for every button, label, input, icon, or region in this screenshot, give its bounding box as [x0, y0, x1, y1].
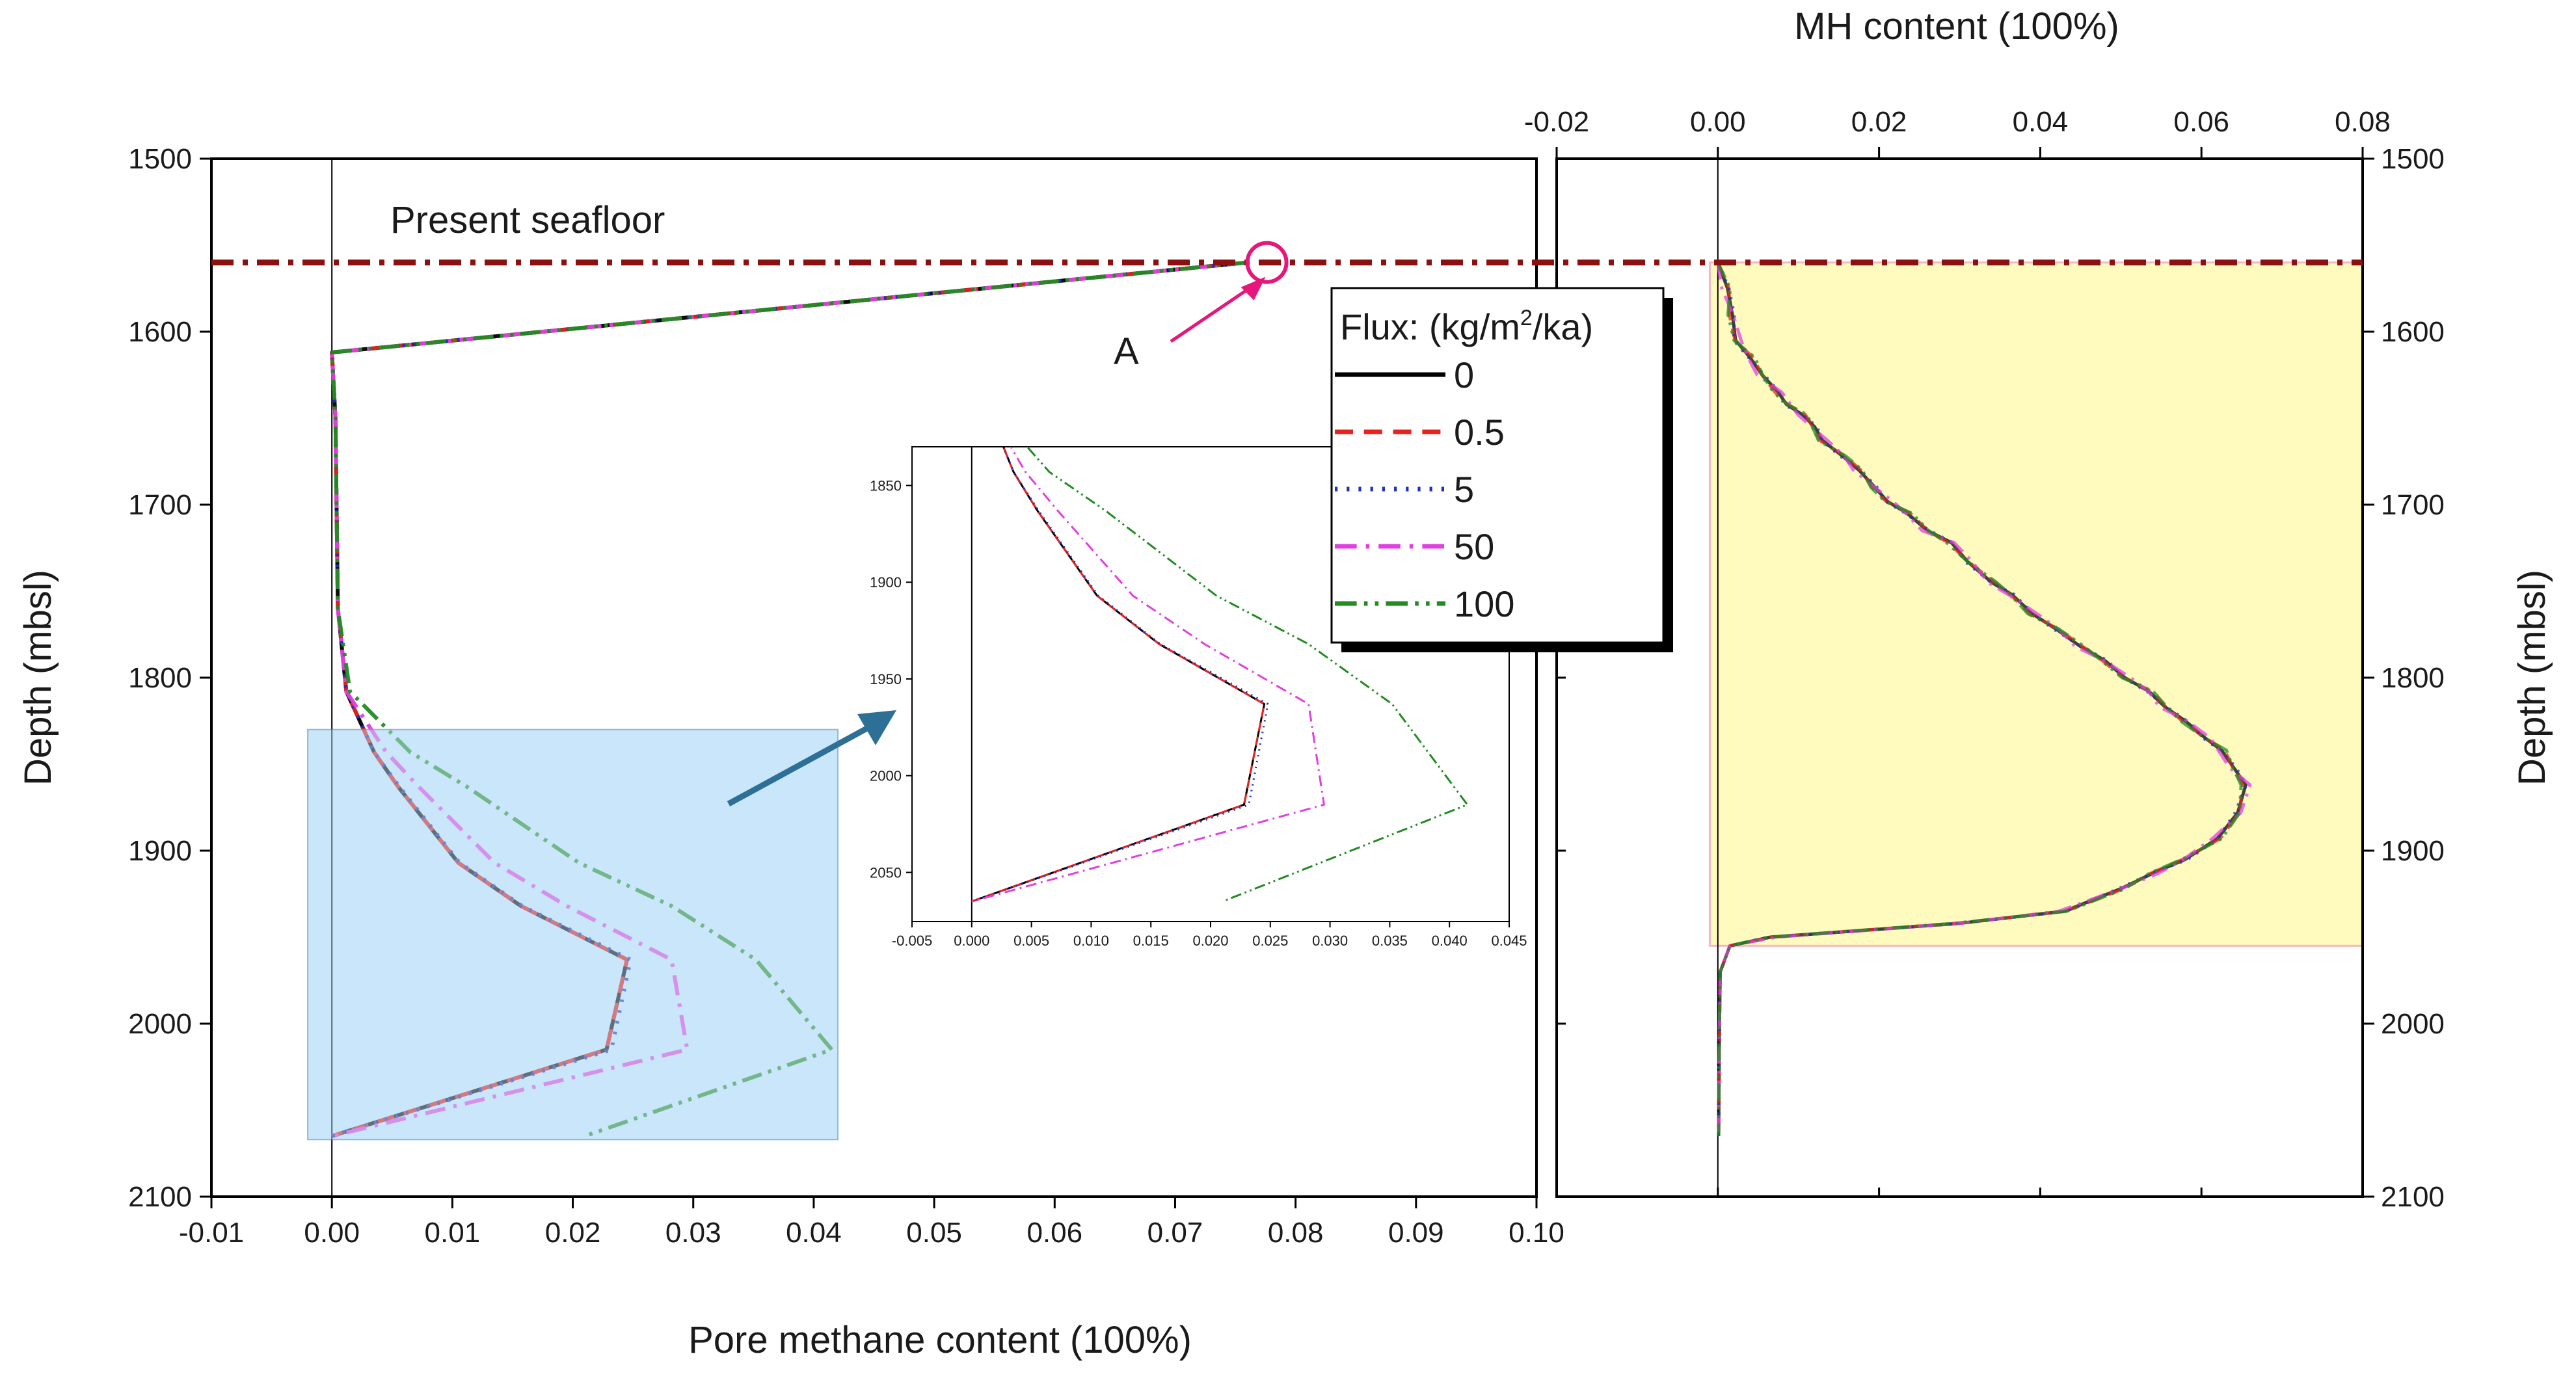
- top-x-tick-label: 0.06: [2173, 106, 2229, 138]
- x-tick-label: 0.08: [1268, 1217, 1324, 1249]
- inset-x-tick-label: 0.005: [1013, 933, 1049, 949]
- inset-x-tick-label: 0.015: [1133, 933, 1169, 949]
- x-tick-label: 0.09: [1388, 1217, 1444, 1249]
- top-x-tick-label: 0.08: [2335, 106, 2391, 138]
- right-y-tick-label: 1500: [2381, 143, 2445, 175]
- inset-series-line-5: [971, 447, 1269, 903]
- x-tick-label: 0.04: [786, 1217, 842, 1249]
- x-tick-label: -0.01: [179, 1217, 244, 1249]
- y-tick-label: 2000: [128, 1008, 192, 1040]
- hydrate-zone-box: [1708, 261, 2363, 947]
- zoom-arrow-shaft: [727, 723, 874, 806]
- seafloor-label: Present seafloor: [390, 199, 665, 241]
- legend-box: [1330, 287, 1665, 644]
- inset-x-tick-label: 0.020: [1192, 933, 1228, 949]
- inset-y-tick-label: 1950: [870, 671, 902, 687]
- top-x-tick-label: 0.00: [1690, 106, 1746, 138]
- point-a-label: A: [1114, 330, 1139, 373]
- inset-x-tick-label: 0.000: [954, 933, 989, 949]
- legend-title-sup: 2: [1520, 306, 1533, 330]
- legend-title-suffix: /ka): [1533, 306, 1593, 347]
- legend-label: 0.5: [1454, 412, 1505, 453]
- legend-label: 50: [1454, 526, 1494, 567]
- right-y-tick-label: 1800: [2381, 662, 2445, 694]
- inset-y-tick-label: 2000: [870, 768, 902, 784]
- right-y-tick-label: 2100: [2381, 1181, 2445, 1213]
- x-tick-label: 0.06: [1026, 1217, 1082, 1249]
- inset-x-tick-label: 0.035: [1372, 933, 1408, 949]
- right-y-axis-title: Depth (mbsl): [2511, 570, 2553, 786]
- legend-label: 0: [1454, 354, 1474, 395]
- inset-x-tick-label: 0.030: [1312, 933, 1348, 949]
- series-line-100: [330, 260, 1248, 1138]
- inset-y-tick-label: 1850: [870, 477, 902, 494]
- top-x-tick-label: 0.02: [1851, 106, 1907, 138]
- legend-title-prefix: Flux: (kg/m: [1340, 306, 1520, 347]
- point-a-circle: [1245, 241, 1289, 284]
- x-tick-label: 0.03: [665, 1217, 721, 1249]
- right-y-tick-label: 2000: [2381, 1008, 2445, 1040]
- x-tick-label: 0.00: [304, 1217, 360, 1249]
- legend-label: 100: [1454, 583, 1514, 624]
- x-tick-label: 0.10: [1509, 1217, 1564, 1249]
- point-a-arrow-shaft: [1170, 284, 1255, 343]
- y-tick-label: 1600: [128, 316, 192, 348]
- x-tick-label: 0.05: [906, 1217, 962, 1249]
- legend-label: 5: [1454, 469, 1474, 510]
- inset-x-tick-label: 0.045: [1491, 933, 1527, 949]
- inset-x-tick-label: 0.010: [1073, 933, 1109, 949]
- inset-y-tick-label: 2050: [870, 864, 902, 881]
- inset-x-tick-label: 0.040: [1432, 933, 1468, 949]
- left-y-axis-title: Depth (mbsl): [17, 570, 59, 786]
- right-y-tick-label: 1600: [2381, 316, 2445, 348]
- top-x-tick-label: 0.04: [2013, 106, 2069, 138]
- y-tick-label: 1800: [128, 662, 192, 694]
- y-tick-label: 2100: [128, 1181, 192, 1213]
- inset-series-line-50: [971, 447, 1325, 903]
- legend-title: Flux: (kg/m2/ka): [1340, 306, 1593, 347]
- y-tick-label: 1500: [128, 143, 192, 175]
- inset-y-tick-label: 1900: [870, 574, 902, 591]
- inset-series-line-0-5: [971, 447, 1266, 903]
- x-tick-label: 0.02: [545, 1217, 601, 1249]
- right-y-tick-label: 1900: [2381, 835, 2445, 867]
- left-x-axis-title: Pore methane content (100%): [688, 1319, 1192, 1361]
- y-tick-label: 1700: [128, 489, 192, 521]
- zoom-region-box: [307, 728, 839, 1141]
- x-tick-label: 0.01: [425, 1217, 481, 1249]
- x-tick-label: 0.07: [1147, 1217, 1203, 1249]
- zoom-region-wash: [307, 728, 839, 1141]
- right-x-axis-title: MH content (100%): [1794, 5, 2119, 47]
- right-y-tick-label: 1700: [2381, 489, 2445, 521]
- zoom-arrow-head: [857, 710, 896, 745]
- top-x-tick-label: -0.02: [1524, 106, 1589, 138]
- inset-x-tick-label: 0.025: [1252, 933, 1288, 949]
- mh-profile-line-100: [1716, 261, 2243, 1136]
- inset-x-tick-label: -0.005: [892, 933, 932, 949]
- y-tick-label: 1900: [128, 835, 192, 867]
- inset-series-line-100: [1025, 447, 1469, 903]
- point-a-arrow-head: [1241, 276, 1266, 300]
